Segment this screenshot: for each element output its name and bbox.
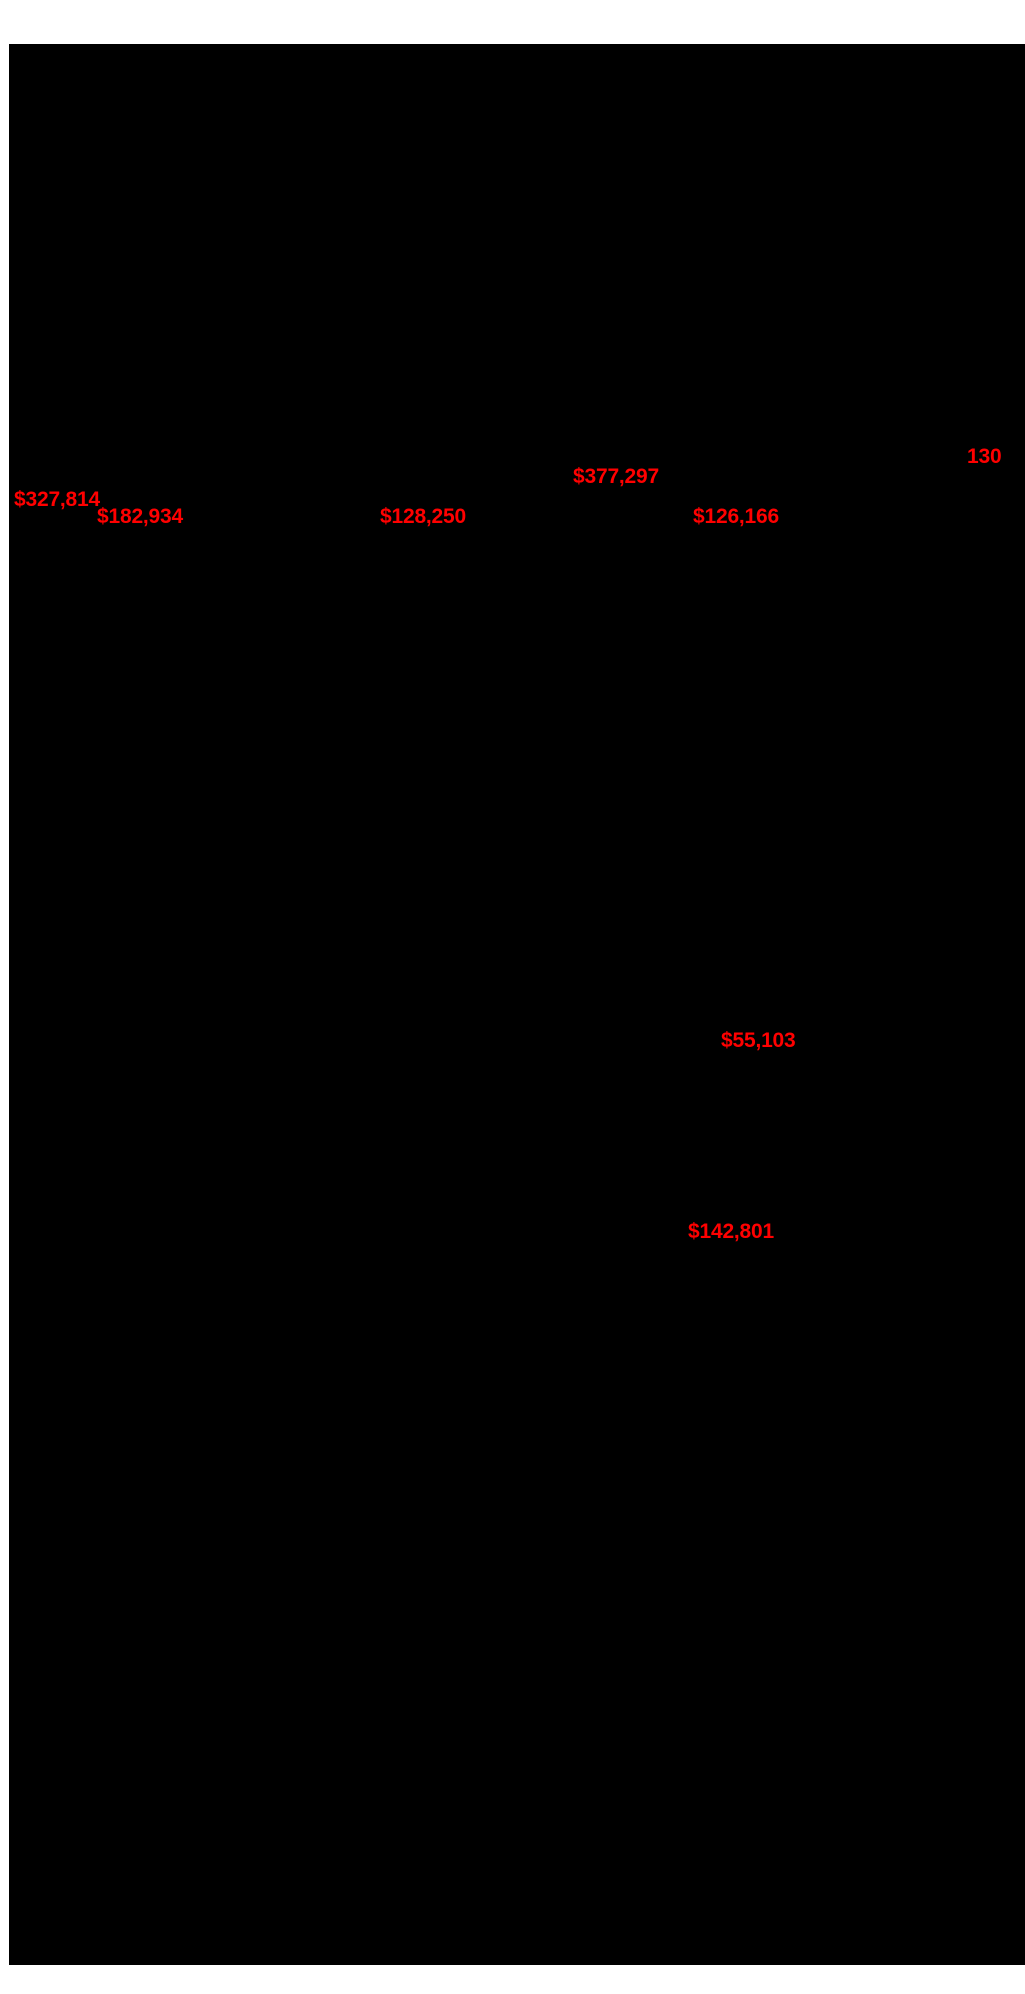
data-label-142801: $142,801: [688, 1220, 774, 1243]
data-labels-layer: $327,814 $182,934 $377,297 $128,250 130 …: [9, 44, 1025, 1965]
bars-layer: [9, 44, 1025, 1965]
plot-area[interactable]: $327,814 $182,934 $377,297 $128,250 130 …: [9, 44, 1025, 1965]
bar-0[interactable]: [15, 492, 89, 1965]
data-label-377297: $377,297: [573, 465, 659, 488]
data-label-327814: $327,814: [14, 489, 100, 510]
data-label-126166: $126,166: [693, 505, 779, 528]
data-label-130: 130: [967, 445, 1002, 468]
bar-5[interactable]: [967, 449, 1023, 1965]
data-label-182934: $182,934: [97, 505, 183, 528]
bar-7[interactable]: [689, 1224, 763, 1965]
bar-2[interactable]: [381, 509, 455, 1965]
data-label-128250: $128,250: [380, 505, 466, 528]
bar-1[interactable]: [99, 509, 173, 1965]
data-label-55103: $55,103: [721, 1029, 796, 1052]
bar-3[interactable]: [574, 469, 648, 1965]
